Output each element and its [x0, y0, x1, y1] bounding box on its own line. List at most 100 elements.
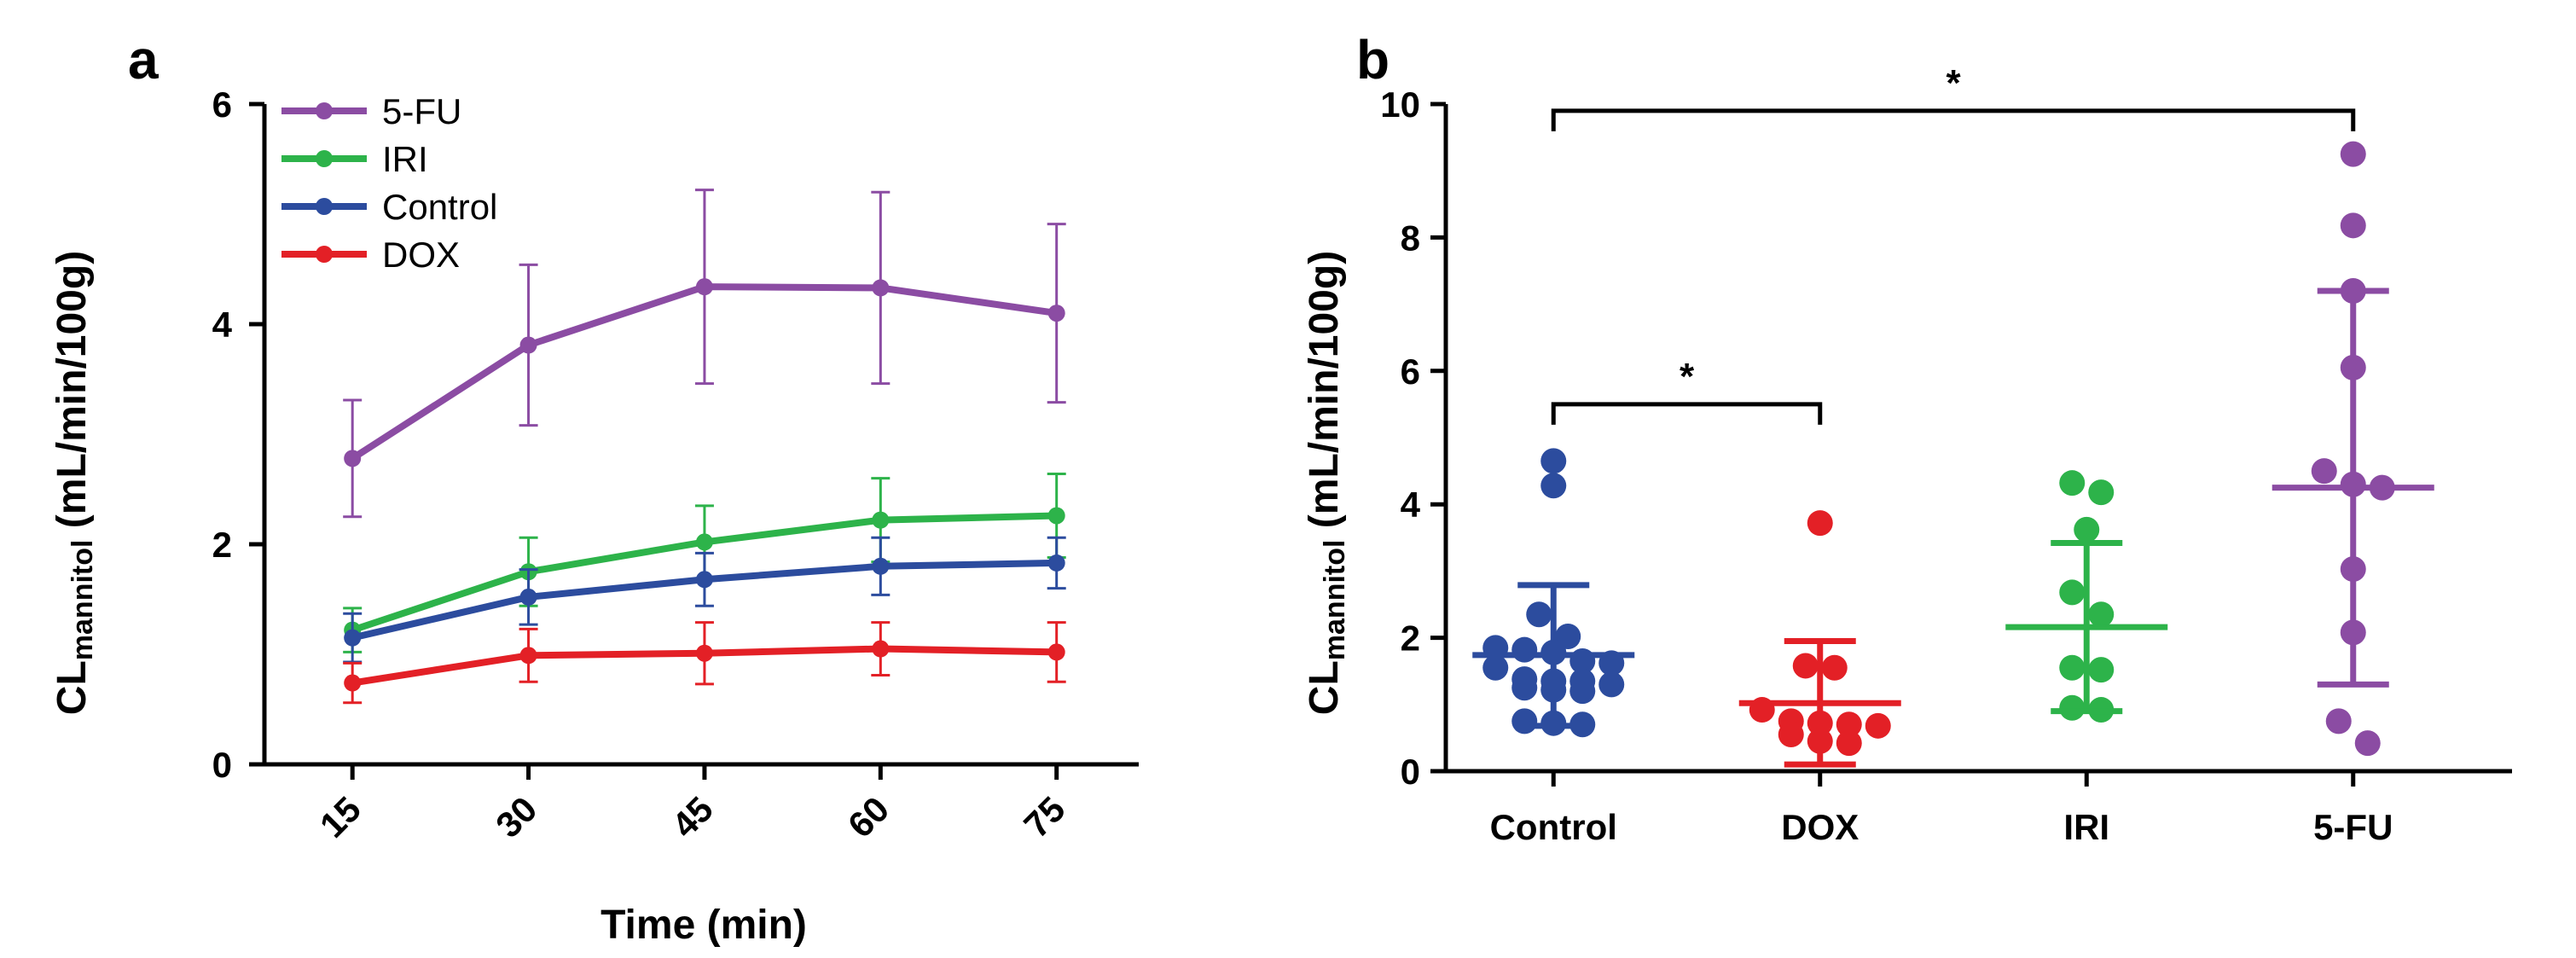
data-point-control	[519, 588, 537, 606]
panel-a-x-tick-label: 15	[312, 789, 368, 845]
panel-b-x-tick-label: DOX	[1781, 807, 1859, 847]
data-point-dox	[872, 640, 890, 658]
legend-marker-dox	[316, 246, 333, 263]
panel-a-x-tick-label: 60	[840, 789, 896, 845]
data-point-dox	[344, 674, 362, 692]
panel-b-axes: 0 2 4 6 8 10 Control DOX IRI 5-FU	[1380, 84, 2512, 847]
legend-label-5-fu: 5-FU	[382, 91, 461, 131]
panel-b-y-tick-label: 2	[1401, 618, 1420, 659]
series-control	[343, 536, 1066, 664]
data-point-iri	[872, 511, 890, 529]
data-point-control	[1540, 473, 1567, 499]
data-point-iri	[1047, 507, 1065, 525]
panel-a-x-axis-title: Time (min)	[600, 903, 807, 948]
data-point-5-fu	[2325, 708, 2352, 734]
data-point-dox	[1836, 730, 1862, 757]
data-point-control	[872, 557, 890, 575]
significance-control-dox-bracket	[1551, 402, 1823, 425]
data-point-control	[1569, 678, 1596, 705]
data-point-iri	[2088, 657, 2115, 683]
panel-a-y-axis-title-unit: (mL/min/100g)	[49, 251, 95, 540]
data-point-5-fu	[519, 336, 537, 354]
legend-marker-iri	[316, 150, 333, 167]
data-point-dox	[695, 644, 713, 662]
panel-b-y-axis-title-unit: (mL/min/100g)	[1302, 251, 1347, 540]
panel-b-significance: **	[1551, 62, 2356, 425]
data-point-iri	[2074, 516, 2100, 543]
data-point-control	[1482, 654, 1509, 681]
data-point-5-fu	[1047, 305, 1065, 322]
group-iri	[2005, 470, 2168, 723]
panel-a-label: a	[128, 29, 159, 90]
panel-a-y-axis-title: CLmannitol (mL/min/100g)	[49, 251, 99, 715]
panel-b-x-tick-label: IRI	[2063, 807, 2109, 847]
data-point-dox	[1778, 721, 1804, 747]
data-point-iri	[2088, 601, 2115, 628]
data-point-control	[1511, 675, 1538, 701]
panel-a-x-tick-label: 45	[664, 789, 721, 845]
panel-a: a 0 2 4 6 15 30 45 60 75 5-FU IRI Control DOX Time …	[49, 29, 1139, 948]
panel-a-legend: 5-FU IRI Control DOX	[281, 91, 497, 275]
data-point-dox	[1865, 712, 1891, 739]
data-point-iri	[2088, 479, 2115, 506]
panel-b-y-tick-label: 0	[1401, 752, 1420, 792]
panel-a-series	[343, 189, 1066, 705]
data-point-dox	[1047, 643, 1065, 661]
data-point-dox	[1821, 654, 1848, 681]
data-point-control	[1526, 601, 1552, 628]
data-point-dox	[519, 647, 537, 665]
data-point-control	[1047, 554, 1065, 572]
legend-label-dox: DOX	[382, 235, 460, 275]
data-point-iri	[695, 533, 713, 551]
group-dox	[1738, 510, 1901, 768]
panel-b-y-tick-label: 4	[1401, 485, 1421, 525]
data-point-control	[1511, 708, 1538, 734]
panel-b-y-tick-label: 6	[1401, 351, 1420, 392]
panel-a-y-tick-label: 2	[212, 525, 232, 565]
legend-label-control: Control	[382, 187, 497, 227]
panel-b-groups	[1472, 141, 2434, 768]
data-point-dox	[1836, 711, 1862, 738]
panel-b-y-tick-label: 8	[1401, 218, 1420, 258]
panel-a-x-tick-label: 75	[1016, 789, 1072, 845]
data-point-5-fu	[2311, 458, 2337, 485]
data-point-control	[1511, 636, 1538, 663]
data-point-5-fu	[344, 450, 362, 467]
data-point-5-fu	[2354, 730, 2381, 757]
data-point-iri	[2059, 579, 2086, 606]
panel-b-y-tick-label: 10	[1380, 84, 1420, 125]
panel-a-y-tick-label: 0	[212, 745, 232, 785]
panel-a-y-tick-label: 6	[212, 84, 232, 125]
series-dox	[343, 621, 1066, 705]
data-point-iri	[2059, 694, 2086, 721]
panel-a-y-tick-label: 4	[212, 305, 233, 345]
panel-a-y-axis-title-sub: mannitol	[67, 540, 99, 661]
data-point-dox	[1807, 510, 1833, 537]
legend-marker-control	[316, 198, 333, 215]
panel-a-x-tick-label: 30	[488, 789, 544, 845]
series-5-fu	[343, 189, 1066, 519]
data-point-control	[1598, 671, 1625, 698]
panel-a-y-axis-title-main: CL	[49, 660, 95, 715]
data-point-iri	[2059, 654, 2086, 681]
data-point-control	[344, 629, 362, 647]
panel-b-label: b	[1356, 29, 1390, 90]
legend-label-iri: IRI	[382, 139, 428, 179]
data-point-control	[695, 571, 713, 589]
significance-control-5-fu-label: *	[1946, 62, 1961, 104]
significance-control-5-fu-bracket	[1551, 108, 2356, 131]
data-point-dox	[1792, 653, 1819, 679]
panel-b-y-axis-title: CLmannitol (mL/min/100g)	[1302, 251, 1351, 715]
data-point-control	[1540, 448, 1567, 474]
panel-b-y-axis-title-sub: mannitol	[1319, 540, 1351, 661]
panel-b-y-axis-title-main: CL	[1302, 660, 1347, 715]
data-point-5-fu	[2340, 212, 2366, 239]
data-point-5-fu	[2340, 141, 2366, 167]
significance-control-dox-label: *	[1680, 356, 1695, 398]
group-5-fu	[2271, 141, 2434, 757]
panel-b-x-tick-label: Control	[1490, 807, 1617, 847]
data-point-5-fu	[695, 278, 713, 296]
panel-b-x-tick-label: 5-FU	[2313, 807, 2393, 847]
